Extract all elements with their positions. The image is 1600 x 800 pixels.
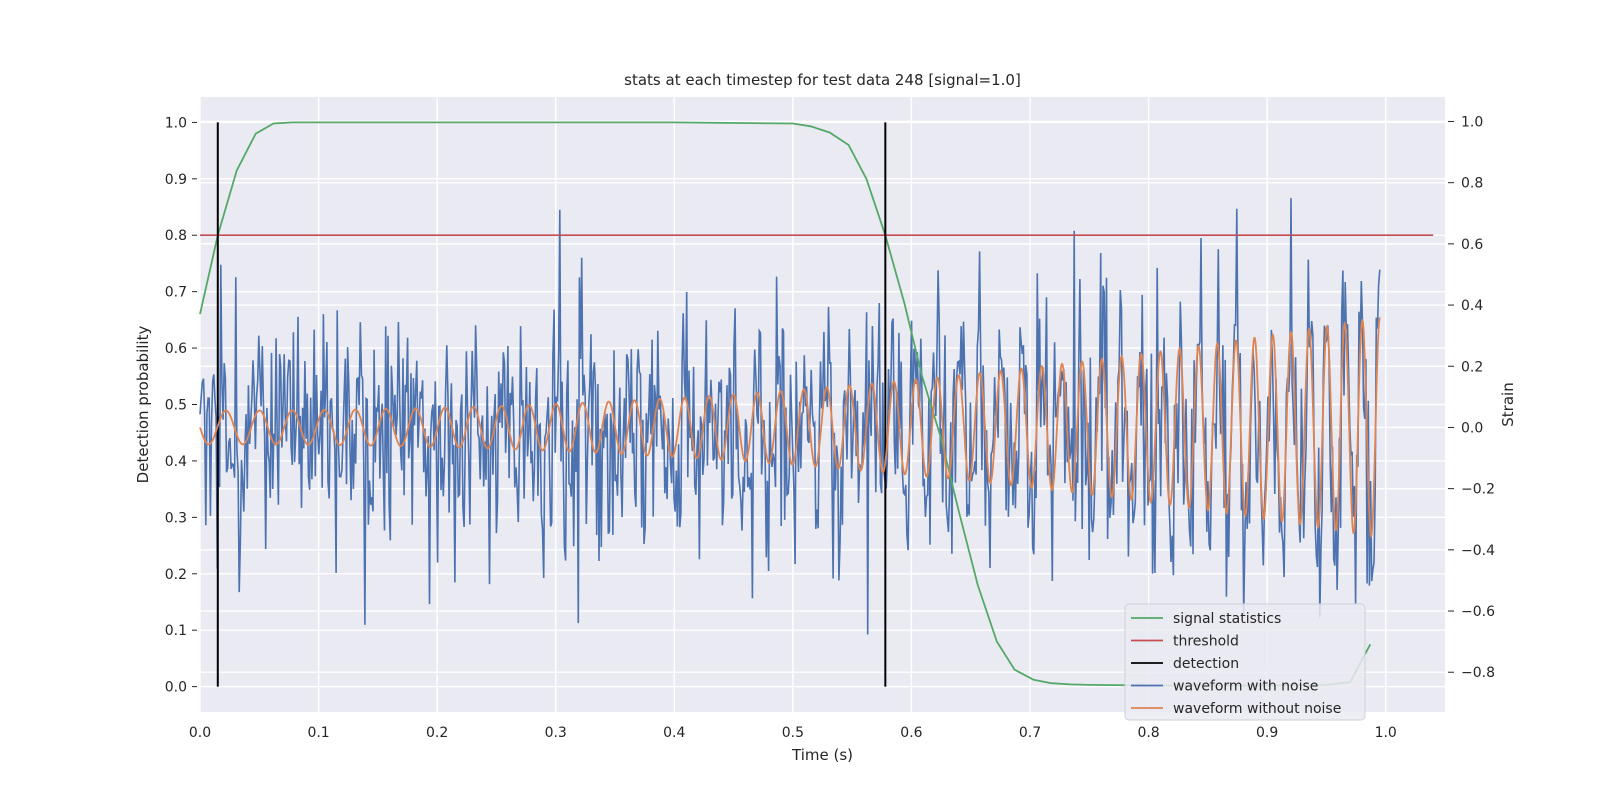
x-tick-label: 0.7 bbox=[1019, 725, 1041, 741]
chart-title: stats at each timestep for test data 248… bbox=[624, 71, 1021, 89]
y-left-tick-label: 0.9 bbox=[165, 172, 187, 188]
x-axis-label: Time (s) bbox=[791, 746, 853, 764]
y-right-tick-label: −0.2 bbox=[1461, 482, 1495, 498]
y-right-tick-label: 0.6 bbox=[1461, 237, 1483, 253]
y-left-tick-label: 0.7 bbox=[165, 285, 187, 301]
x-tick-label: 0.2 bbox=[426, 725, 448, 741]
y-left-tick-label: 0.1 bbox=[165, 623, 187, 639]
x-tick-label: 0.4 bbox=[663, 725, 685, 741]
y-right-tick-label: 1.0 bbox=[1461, 114, 1483, 130]
y-right-tick-label: 0.4 bbox=[1461, 298, 1483, 314]
legend-label: threshold bbox=[1173, 634, 1239, 650]
y-right-tick-label: −0.8 bbox=[1461, 665, 1495, 681]
y-axis-label-left: Detection probability bbox=[134, 326, 152, 484]
y-left-tick-label: 0.8 bbox=[165, 228, 187, 244]
legend-label: waveform without noise bbox=[1173, 701, 1341, 717]
x-tick-label: 0.5 bbox=[782, 725, 804, 741]
x-tick-label: 0.0 bbox=[189, 725, 211, 741]
waveform-with-noise-line bbox=[199, 198, 1381, 635]
legend-label: detection bbox=[1173, 656, 1239, 672]
x-tick-label: 0.9 bbox=[1256, 725, 1278, 741]
y-left-tick-label: 0.5 bbox=[165, 398, 187, 414]
x-tick-label: 0.3 bbox=[545, 725, 567, 741]
y-right-tick-label: 0.0 bbox=[1461, 420, 1483, 436]
y-right-tick-label: −0.6 bbox=[1461, 604, 1495, 620]
legend: signal statistics threshold detection wavef… bbox=[1124, 603, 1366, 721]
y-left-tick-label: 0.2 bbox=[165, 567, 187, 583]
y-axis-label-right: Strain bbox=[1499, 382, 1517, 426]
y-left-tick-label: 0.0 bbox=[165, 680, 187, 696]
y-left-tick-label: 0.4 bbox=[165, 454, 187, 470]
x-tick-label: 1.0 bbox=[1375, 725, 1397, 741]
y-left-tick-label: 1.0 bbox=[165, 115, 187, 131]
y-right-tick-label: 0.2 bbox=[1461, 359, 1483, 375]
waveform-without-noise-line bbox=[199, 317, 1381, 539]
y-left-tick-label: 0.6 bbox=[165, 341, 187, 357]
x-tick-label: 0.1 bbox=[307, 725, 329, 741]
legend-label: signal statistics bbox=[1173, 611, 1281, 627]
y-right-tick-label: 0.8 bbox=[1461, 176, 1483, 192]
x-tick-label: 0.6 bbox=[900, 725, 922, 741]
legend-label: waveform with noise bbox=[1173, 679, 1318, 695]
legend-box bbox=[1124, 603, 1366, 721]
y-right-tick-label: −0.4 bbox=[1461, 543, 1495, 559]
signal-statistics-line bbox=[199, 121, 1372, 687]
y-left-tick-label: 0.3 bbox=[165, 510, 187, 526]
series-layer bbox=[199, 121, 1434, 687]
axes: 0.0 0.1 0.2 0.3 0.4 0.5 0.6 0.7 0.8 0.9 1.0 0.0 0.1 0… bbox=[165, 114, 1495, 741]
x-tick-label: 0.8 bbox=[1137, 725, 1159, 741]
